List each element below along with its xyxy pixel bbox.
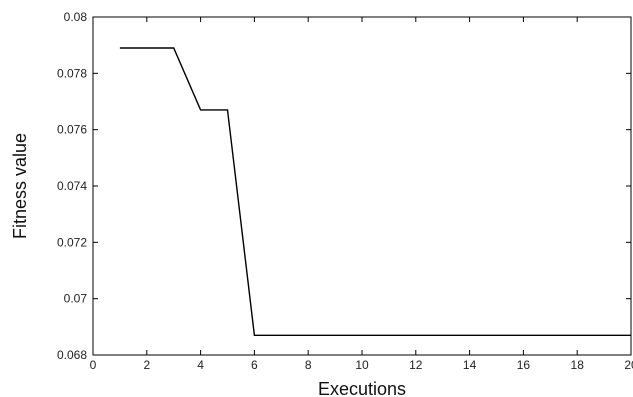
fitness-series-line <box>119 47 631 336</box>
x-tick-label: 16 <box>517 358 531 372</box>
y-tick-label: 0.08 <box>64 10 88 24</box>
x-tick-label: 14 <box>463 358 477 372</box>
y-tick-label: 0.068 <box>57 348 87 362</box>
y-axis: 0.068 0.07 0.072 0.074 0.076 0.078 0.08 <box>57 10 631 362</box>
x-axis-title: Executions <box>318 379 406 397</box>
x-tick-label: 2 <box>143 358 150 372</box>
y-axis-title: Fitness value <box>10 133 30 239</box>
x-tick-label: 4 <box>197 358 204 372</box>
x-tick-label: 12 <box>409 358 423 372</box>
x-tick-label: 0 <box>90 358 97 372</box>
x-tick-label: 10 <box>355 358 369 372</box>
x-tick-label: 20 <box>624 358 633 372</box>
y-tick-label: 0.072 <box>57 235 87 249</box>
x-tick-label: 6 <box>251 358 258 372</box>
x-axis: 0 2 4 6 8 10 12 14 16 18 20 <box>90 17 633 372</box>
y-tick-label: 0.07 <box>64 292 88 306</box>
y-tick-label: 0.074 <box>57 179 87 193</box>
y-tick-label: 0.078 <box>57 66 87 80</box>
x-tick-label: 8 <box>305 358 312 372</box>
plot-frame <box>92 16 632 356</box>
x-tick-label: 18 <box>571 358 585 372</box>
y-tick-label: 0.076 <box>57 123 87 137</box>
